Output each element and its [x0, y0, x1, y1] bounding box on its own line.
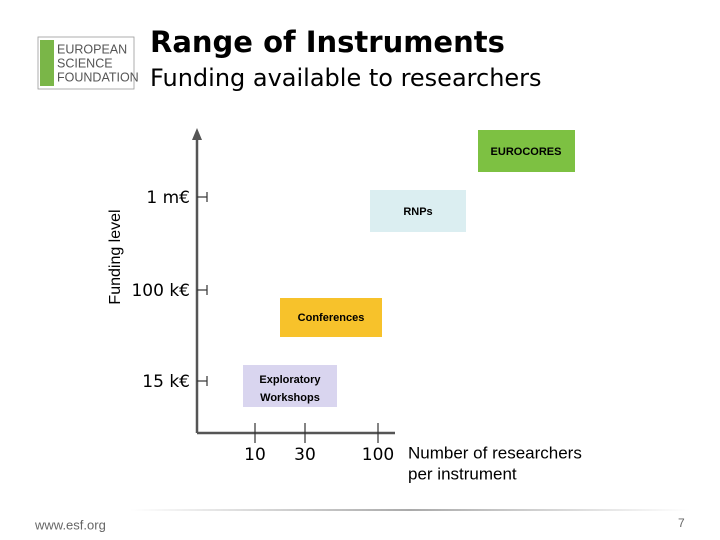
x-axis-label: Number of researchers [408, 443, 582, 462]
x-axis-label: per instrument [408, 464, 517, 483]
title: Range of Instruments [150, 25, 505, 59]
ticks [197, 192, 379, 443]
logo-line: FOUNDATION [57, 70, 139, 84]
box-label: Workshops [260, 392, 320, 404]
box-rnps [370, 190, 466, 232]
x-level: 100 [362, 445, 394, 465]
footer-rule [130, 509, 690, 511]
y-level: 100 k€ [131, 281, 190, 301]
page-number: 7 [678, 516, 685, 530]
logo-line: SCIENCE [57, 56, 113, 70]
y-level: 15 k€ [142, 372, 190, 392]
x-level: 30 [294, 445, 316, 465]
box-label: Exploratory [259, 374, 321, 386]
box-workshops [243, 365, 337, 407]
subtitle: Funding available to researchers [150, 64, 542, 92]
y-axis-label: Funding level [107, 209, 124, 304]
y-level: 1 m€ [146, 188, 190, 208]
x-level: 10 [244, 445, 266, 465]
box-conferences [280, 298, 382, 337]
box-eurocores [478, 130, 575, 172]
box-label: EUROCORES [491, 146, 562, 158]
box-label: RNPs [403, 206, 432, 218]
y-axis-arrow [192, 128, 202, 140]
logo-frame [37, 36, 135, 90]
logo-mark [40, 40, 54, 86]
box-label: Conferences [298, 312, 365, 324]
logo-line: EUROPEAN [57, 42, 127, 56]
footer-url[interactable]: www.esf.org [34, 517, 106, 532]
